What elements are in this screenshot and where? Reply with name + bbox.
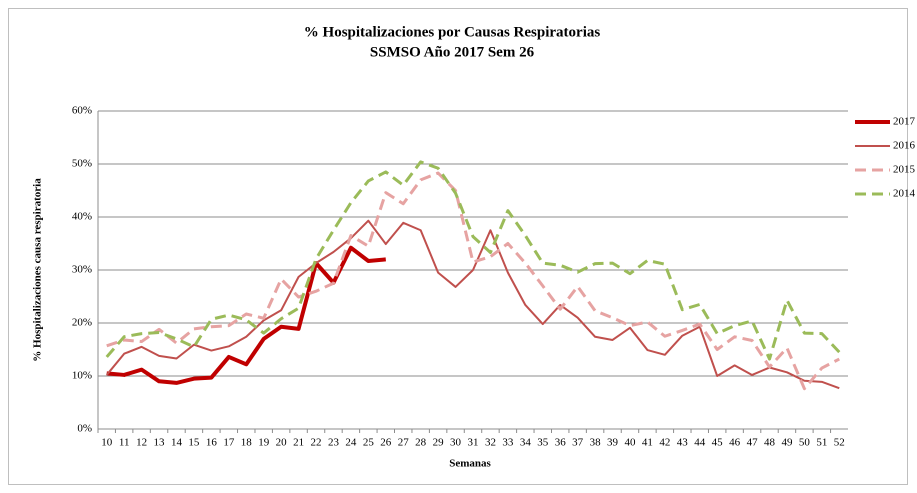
- y-tick-label: 50%: [72, 158, 92, 170]
- x-tick-label: 13: [154, 437, 166, 449]
- x-tick-label: 44: [694, 437, 706, 449]
- x-tick-label: 48: [764, 437, 776, 449]
- x-tick-label: 26: [380, 437, 392, 449]
- x-tick-label: 35: [537, 437, 549, 449]
- x-tick-label: 10: [101, 437, 113, 449]
- x-tick-label: 32: [485, 437, 496, 449]
- x-tick-label: 19: [258, 437, 270, 449]
- x-tick-label: 28: [415, 437, 427, 449]
- x-tick-label: 27: [398, 437, 410, 449]
- legend-label: 2016: [893, 140, 916, 152]
- x-axis-title: Semanas: [449, 458, 491, 470]
- x-tick-label: 38: [590, 437, 602, 449]
- x-tick-label: 31: [468, 437, 479, 449]
- y-tick-label: 60%: [72, 105, 92, 117]
- x-tick-label: 33: [502, 437, 514, 449]
- x-tick-label: 42: [659, 437, 670, 449]
- x-tick-label: 14: [171, 437, 183, 449]
- legend-label: 2015: [893, 164, 916, 176]
- x-tick-label: 24: [345, 437, 357, 449]
- y-axis-title: % Hospitalizaciones causa respiratoria: [32, 178, 44, 362]
- legend-label: 2014: [893, 188, 916, 200]
- chart-border: [8, 8, 908, 485]
- x-tick-label: 21: [293, 437, 304, 449]
- y-tick-label: 40%: [72, 211, 92, 223]
- y-tick-label: 30%: [72, 264, 92, 276]
- series-line: [106, 171, 840, 391]
- x-tick-label: 43: [677, 437, 689, 449]
- x-tick-label: 37: [572, 437, 584, 449]
- x-tick-label: 45: [712, 437, 724, 449]
- x-tick-label: 17: [223, 437, 235, 449]
- x-tick-label: 49: [781, 437, 793, 449]
- series-line: [105, 160, 841, 361]
- x-tick-label: 41: [642, 437, 653, 449]
- x-tick-label: 15: [188, 437, 200, 449]
- x-tick-label: 52: [834, 437, 845, 449]
- chart-subtitle: SSMSO Año 2017 Sem 26: [370, 44, 535, 60]
- x-tick-label: 18: [241, 437, 253, 449]
- x-tick-label: 50: [799, 437, 811, 449]
- x-tick-label: 51: [816, 437, 827, 449]
- y-tick-label: 10%: [72, 370, 92, 382]
- x-tick-label: 22: [311, 437, 322, 449]
- chart-title: % Hospitalizaciones por Causas Respirato…: [304, 24, 601, 40]
- y-tick-label: 20%: [72, 317, 92, 329]
- x-tick-label: 25: [363, 437, 375, 449]
- x-tick-label: 29: [433, 437, 445, 449]
- x-tick-label: 34: [520, 437, 532, 449]
- x-tick-label: 20: [276, 437, 288, 449]
- x-tick-label: 12: [136, 437, 147, 449]
- x-tick-label: 11: [119, 437, 130, 449]
- x-tick-label: 40: [624, 437, 636, 449]
- series-line: [105, 219, 840, 390]
- legend-label: 2017: [893, 116, 916, 128]
- y-tick-label: 0%: [77, 423, 92, 435]
- x-tick-label: 30: [450, 437, 462, 449]
- x-tick-label: 36: [555, 437, 567, 449]
- x-tick-label: 46: [729, 437, 741, 449]
- x-tick-label: 16: [206, 437, 218, 449]
- x-tick-label: 23: [328, 437, 340, 449]
- x-tick-label: 39: [607, 437, 619, 449]
- x-tick-label: 47: [747, 437, 759, 449]
